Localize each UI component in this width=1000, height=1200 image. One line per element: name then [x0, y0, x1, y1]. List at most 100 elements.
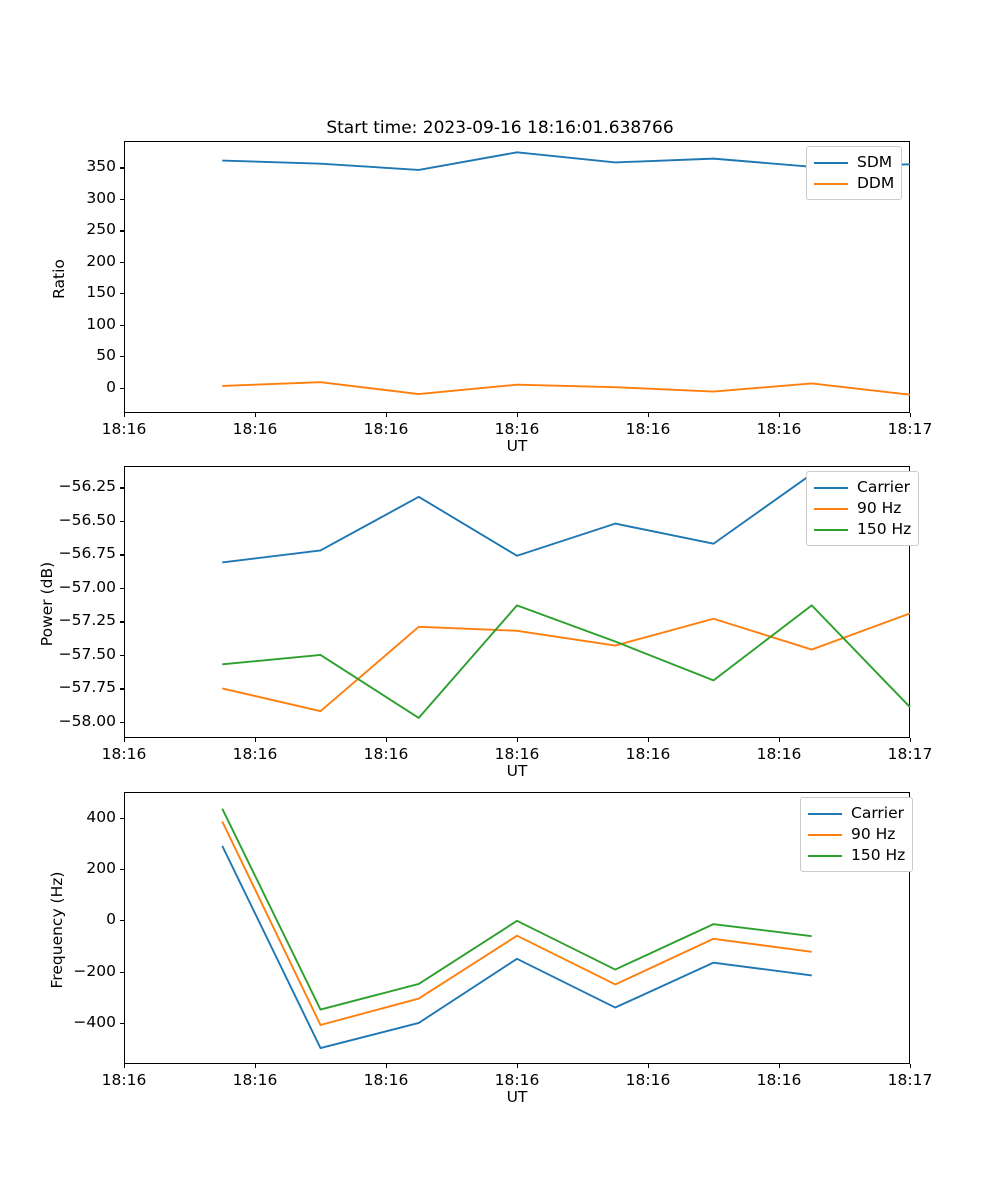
- legend-color-swatch: [808, 812, 842, 815]
- panel-frequency-axes: [124, 792, 910, 1064]
- panel-frequency-ylabel: Frequency (Hz): [48, 871, 66, 989]
- legend-item[interactable]: SDM: [814, 152, 894, 173]
- xtick-mark: [386, 1064, 388, 1068]
- xtick-label: 18:16: [494, 745, 540, 763]
- ytick-mark: [120, 1022, 124, 1025]
- ytick-label: −57.00: [58, 577, 116, 596]
- legend-label: DDM: [857, 173, 895, 192]
- panel-power-legend[interactable]: Carrier 90 Hz 150 Hz: [806, 471, 920, 546]
- legend-item[interactable]: 150 Hz: [814, 519, 911, 540]
- ytick-mark: [120, 487, 124, 489]
- xtick-mark: [648, 1064, 650, 1068]
- ytick-mark: [120, 868, 124, 871]
- xtick-mark: [517, 1064, 519, 1068]
- xtick-label: 18:16: [232, 1071, 278, 1089]
- xtick-label: 18:16: [363, 1071, 409, 1089]
- ytick-label: 250: [86, 220, 116, 239]
- xtick-mark: [517, 738, 519, 742]
- xtick-mark: [124, 738, 126, 742]
- ytick-label: −400: [73, 1012, 116, 1031]
- ytick-label: 400: [86, 807, 116, 826]
- xtick-mark: [124, 413, 126, 417]
- ytick-mark: [120, 688, 124, 690]
- legend-color-swatch: [814, 528, 848, 531]
- xtick-mark: [779, 413, 781, 417]
- ytick-mark: [120, 971, 124, 973]
- ytick-label: 150: [86, 283, 116, 302]
- ytick-label: 0: [106, 377, 116, 396]
- ytick-mark: [120, 587, 124, 590]
- legend-item[interactable]: Carrier: [808, 803, 905, 824]
- legend-item[interactable]: 90 Hz: [814, 498, 911, 519]
- xtick-mark: [779, 738, 781, 742]
- xtick-mark: [910, 413, 912, 417]
- ytick-label: −58.00: [58, 711, 116, 730]
- xtick-mark: [517, 413, 519, 417]
- xtick-label: 18:16: [101, 420, 147, 438]
- figure-title: Start time: 2023-09-16 18:16:01.638766: [326, 118, 674, 138]
- series-line: [221, 845, 812, 1050]
- legend-color-swatch: [814, 161, 848, 164]
- xtick-mark: [779, 1064, 781, 1068]
- series-line: [221, 821, 812, 1026]
- ytick-label: 100: [86, 314, 116, 333]
- ytick-label: −57.75: [58, 678, 116, 697]
- panel-power-axes: [124, 466, 910, 738]
- panel-ratio-legend[interactable]: SDM DDM: [806, 146, 903, 200]
- xtick-label: 18:16: [101, 745, 147, 763]
- xtick-mark: [386, 413, 388, 417]
- legend-label: 150 Hz: [857, 519, 912, 538]
- panel-frequency-legend[interactable]: Carrier 90 Hz 150 Hz: [800, 797, 914, 872]
- legend-label: 150 Hz: [851, 845, 906, 864]
- xtick-label: 18:16: [756, 420, 802, 438]
- ytick-label: −56.50: [58, 510, 116, 529]
- xtick-mark: [648, 738, 650, 742]
- ytick-mark: [120, 167, 124, 169]
- xtick-label: 18:16: [101, 1071, 147, 1089]
- legend-label: Carrier: [851, 803, 905, 822]
- xtick-label: 18:16: [756, 745, 802, 763]
- ytick-mark: [120, 654, 124, 657]
- ytick-mark: [120, 198, 124, 201]
- legend-item[interactable]: Carrier: [814, 477, 911, 498]
- xtick-mark: [910, 1064, 912, 1068]
- xtick-mark: [910, 738, 912, 742]
- ytick-mark: [120, 920, 124, 922]
- xtick-label: 18:16: [756, 1071, 802, 1089]
- legend-color-swatch: [814, 182, 848, 185]
- ytick-mark: [120, 554, 124, 556]
- xtick-label: 18:16: [363, 420, 409, 438]
- xtick-mark: [124, 1064, 126, 1068]
- ytick-label: 300: [86, 188, 116, 207]
- ytick-label: −57.25: [58, 611, 116, 630]
- ytick-label: 200: [86, 858, 116, 877]
- series-line: [222, 612, 911, 713]
- ytick-label: −56.75: [58, 544, 116, 563]
- ytick-label: 350: [86, 157, 116, 176]
- ytick-mark: [120, 520, 124, 523]
- ytick-mark: [120, 387, 124, 389]
- legend-item[interactable]: DDM: [814, 173, 894, 194]
- ytick-mark: [120, 817, 124, 819]
- legend-color-swatch: [808, 854, 842, 857]
- ytick-label: −56.25: [58, 477, 116, 496]
- xtick-label: 18:16: [232, 420, 278, 438]
- ytick-mark: [120, 261, 124, 263]
- ytick-label: −57.50: [58, 644, 116, 663]
- panel-frequency-xlabel: UT: [506, 1088, 528, 1106]
- legend-label: 90 Hz: [851, 824, 896, 843]
- legend-label: SDM: [857, 152, 893, 171]
- panel-power-xlabel: UT: [506, 762, 528, 780]
- legend-color-swatch: [814, 507, 848, 510]
- legend-item[interactable]: 150 Hz: [808, 845, 905, 866]
- series-line: [222, 381, 911, 396]
- legend-item[interactable]: 90 Hz: [808, 824, 905, 845]
- xtick-label: 18:16: [625, 1071, 671, 1089]
- xtick-label: 18:17: [887, 1071, 933, 1089]
- ytick-label: 0: [106, 910, 116, 929]
- ytick-mark: [120, 356, 124, 358]
- series-line: [222, 604, 911, 719]
- ytick-mark: [120, 293, 124, 295]
